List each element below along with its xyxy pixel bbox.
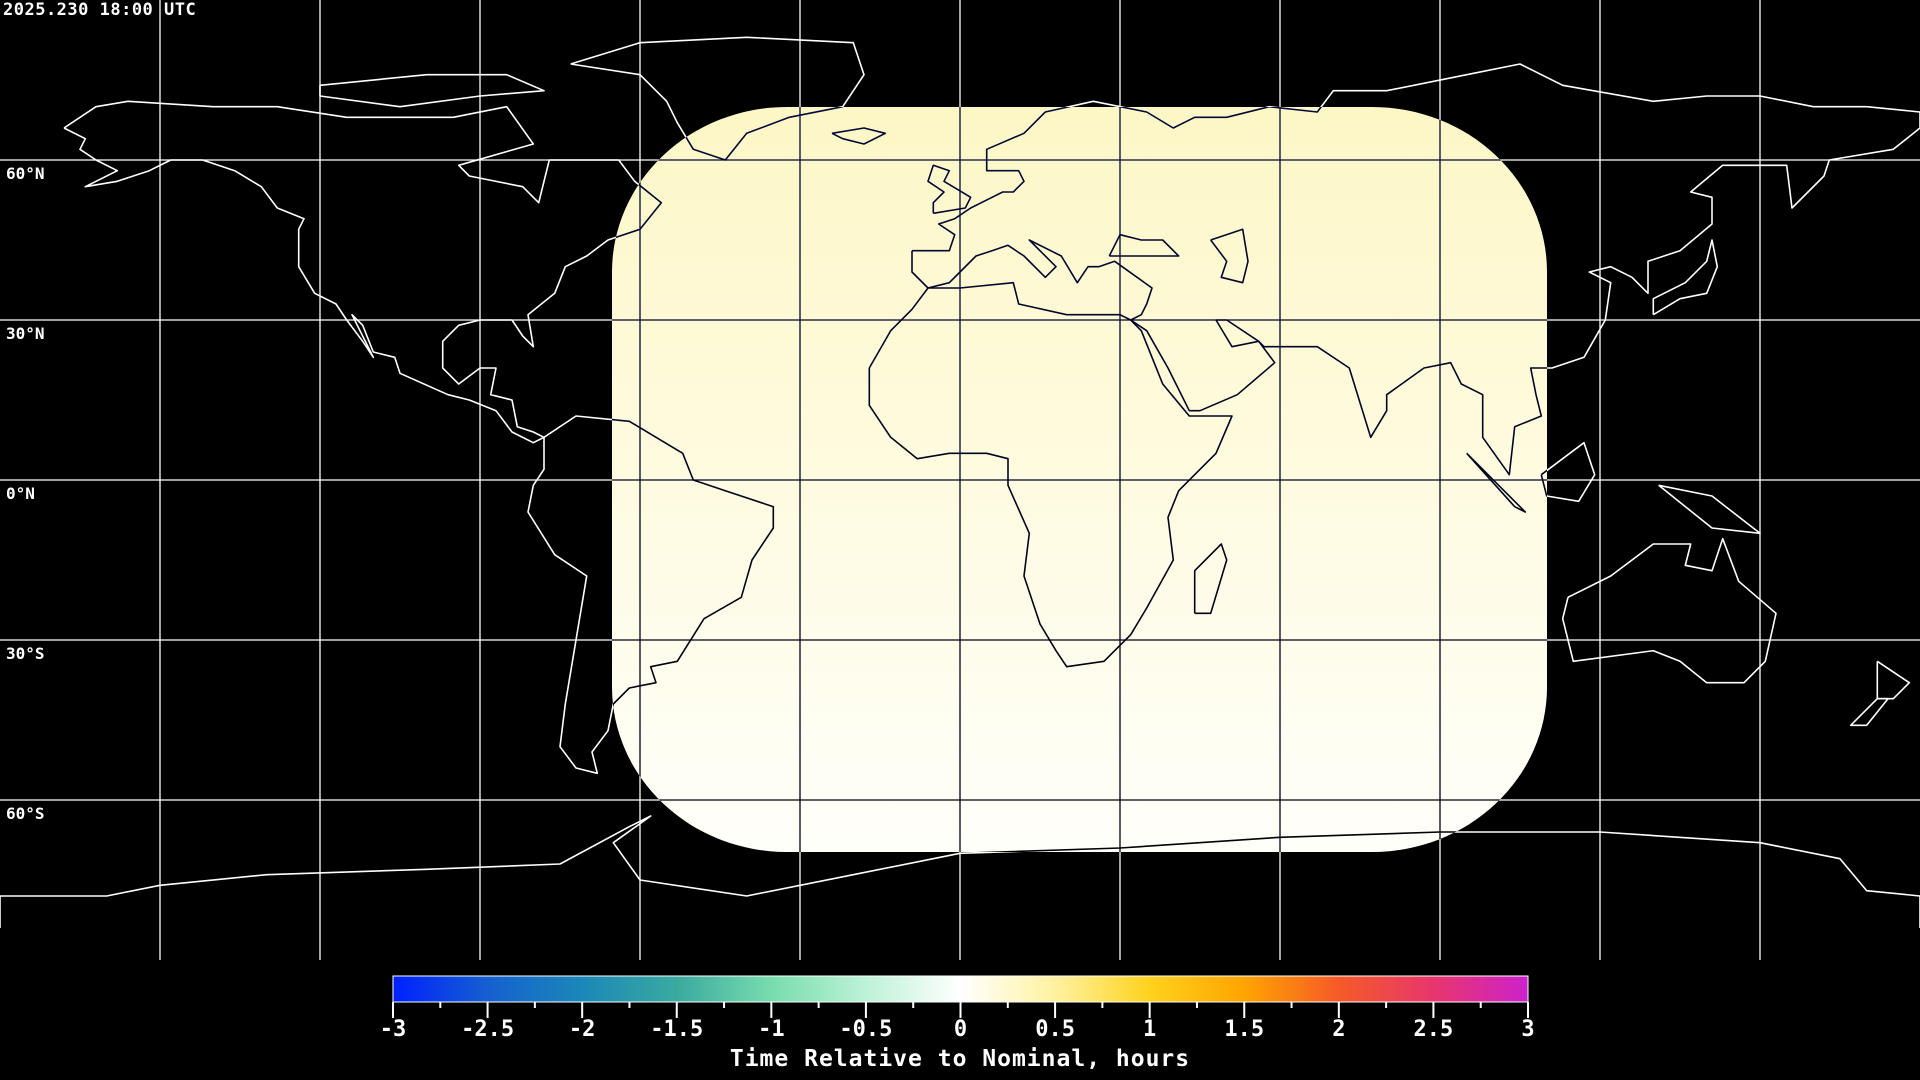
colorbar-tick-label: -2 xyxy=(569,1017,596,1042)
coastline-new-zealand-south xyxy=(1849,697,1889,727)
coastline-caspian-sea xyxy=(1210,228,1249,284)
colorbar-tick-label: 3 xyxy=(1521,1017,1534,1042)
coastline-black-sea xyxy=(1108,233,1180,257)
colorbar-gradient xyxy=(392,975,1529,1003)
coastlines xyxy=(0,36,1920,928)
map-overlay xyxy=(0,0,1920,960)
coastline-australia xyxy=(1561,537,1777,684)
coastline-madagascar xyxy=(1193,543,1228,615)
coastline-eurasia xyxy=(911,63,1920,476)
lat-label-0n: 0°N xyxy=(6,484,35,503)
coastline-africa xyxy=(868,281,1233,668)
coastline-north-america xyxy=(63,100,663,444)
colorbar-tick-label: -1.5 xyxy=(650,1017,703,1042)
colorbar-title: Time Relative to Nominal, hours xyxy=(729,1046,1191,1072)
coastline-japan xyxy=(1652,239,1719,316)
coastline-sumatra xyxy=(1466,452,1527,513)
coastline-new-zealand-north xyxy=(1876,660,1911,700)
colorbar-tick-label: 0.5 xyxy=(1035,1017,1075,1042)
graticule xyxy=(0,0,1920,960)
lat-label-60s: 60°S xyxy=(6,804,45,823)
coastline-antarctica xyxy=(0,815,1920,928)
colorbar-tick-label: 2.5 xyxy=(1414,1017,1454,1042)
coastline-borneo xyxy=(1540,441,1596,503)
colorbar-tick-label: 2 xyxy=(1332,1017,1345,1042)
coastline-south-america xyxy=(527,415,775,775)
colorbar-tick-label: -1 xyxy=(758,1017,785,1042)
lat-label-30n: 30°N xyxy=(6,324,45,343)
coastline-greenland xyxy=(570,36,865,161)
colorbar-tick-label: 1 xyxy=(1143,1017,1156,1042)
coastline-arctic-islands xyxy=(319,73,545,108)
lat-label-30s: 30°S xyxy=(6,644,45,663)
lat-label-60n: 60°N xyxy=(6,164,45,183)
coastline-great-britain xyxy=(927,164,972,215)
colorbar-tick-label: -0.5 xyxy=(839,1017,892,1042)
colorbar-tick-label: 0 xyxy=(954,1017,967,1042)
timestamp: 2025.230 18:00 UTC xyxy=(3,0,197,20)
coastline-iceland xyxy=(831,127,887,145)
colorbar: -3 -2.5 -2 -1.5 -1 -0.5 0 0.5 1 1.5 2 2.5 3 xyxy=(380,975,1535,1042)
colorbar-tick-label: -2.5 xyxy=(461,1017,514,1042)
colorbar-tick-label: 1.5 xyxy=(1224,1017,1264,1042)
world-map xyxy=(0,0,1920,960)
coastline-new-guinea xyxy=(1658,484,1761,535)
colorbar-tick-label: -3 xyxy=(380,1017,407,1042)
colorbar-ticks: -3 -2.5 -2 -1.5 -1 -0.5 0 0.5 1 1.5 2 2.5 3 xyxy=(380,1002,1535,1042)
